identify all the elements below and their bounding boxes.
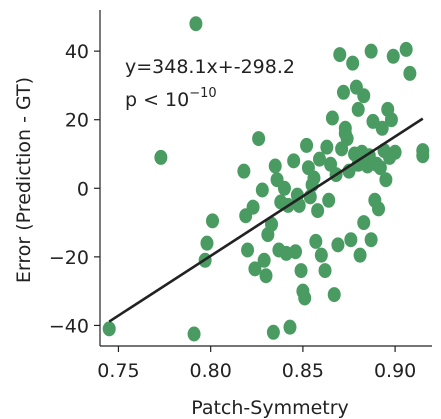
data-point — [353, 247, 367, 263]
data-point — [259, 268, 273, 284]
data-point — [386, 48, 400, 64]
data-point — [265, 216, 279, 232]
data-point — [325, 110, 339, 126]
data-point — [102, 321, 116, 337]
data-point — [318, 263, 332, 279]
data-point — [322, 192, 336, 208]
data-point — [346, 55, 360, 71]
data-point — [373, 160, 387, 176]
data-point — [375, 120, 389, 136]
y-tick-label: 20 — [65, 110, 89, 132]
data-point — [307, 170, 321, 186]
data-point — [344, 232, 358, 248]
data-point — [379, 172, 393, 188]
data-point — [364, 232, 378, 248]
data-point — [351, 101, 365, 117]
data-point — [327, 287, 341, 303]
data-point — [312, 151, 326, 167]
data-point — [331, 237, 345, 253]
data-point — [384, 112, 398, 128]
data-point — [298, 290, 312, 306]
y-axis-label: Error (Prediction - GT) — [13, 77, 35, 283]
regression-line — [108, 117, 424, 323]
pvalue-annotation: p < 10−10 — [125, 86, 217, 111]
data-point — [257, 252, 271, 268]
y-tick-label: −20 — [49, 247, 89, 269]
y-tick-label: 0 — [77, 178, 89, 200]
data-point — [314, 247, 328, 263]
data-point — [283, 319, 297, 335]
equation-annotation: y=348.1x+-298.2 — [125, 56, 295, 78]
data-point — [336, 84, 350, 100]
data-point — [372, 201, 386, 217]
data-point — [277, 180, 291, 196]
data-point — [187, 326, 201, 342]
data-point — [333, 47, 347, 63]
data-point — [338, 125, 352, 141]
data-point — [403, 65, 417, 81]
data-point — [154, 149, 168, 165]
x-tick-label: 0.85 — [282, 360, 324, 382]
x-tick-label: 0.80 — [190, 360, 232, 382]
y-tick-label: 40 — [65, 41, 89, 63]
data-point — [189, 16, 203, 32]
data-point — [268, 158, 282, 174]
x-axis-label: Patch-Symmetry — [191, 397, 349, 419]
data-point — [357, 215, 371, 231]
data-point — [252, 131, 266, 147]
data-point — [357, 88, 371, 104]
data-point — [237, 163, 251, 179]
data-point — [294, 263, 308, 279]
data-point — [399, 41, 413, 57]
data-point — [309, 233, 323, 249]
data-point — [311, 203, 325, 219]
data-point — [200, 235, 214, 251]
x-tick-label: 0.75 — [97, 360, 139, 382]
data-point — [255, 182, 269, 198]
data-point — [388, 144, 402, 160]
axes: 0.75 0.80 0.85 0.90 −40 −20 0 20 40 — [49, 10, 432, 382]
data-point — [289, 244, 303, 260]
data-point — [266, 324, 280, 340]
data-point — [241, 242, 255, 258]
data-point — [206, 213, 220, 229]
data-point — [364, 43, 378, 59]
data-point — [287, 153, 301, 169]
points-layer — [102, 16, 430, 342]
data-point — [416, 148, 430, 164]
data-point — [320, 139, 334, 155]
data-point — [366, 113, 380, 129]
y-tick-label: −40 — [49, 315, 89, 337]
data-point — [246, 199, 260, 215]
data-point — [300, 137, 314, 153]
data-point — [248, 261, 262, 277]
x-tick-label: 0.90 — [374, 360, 416, 382]
